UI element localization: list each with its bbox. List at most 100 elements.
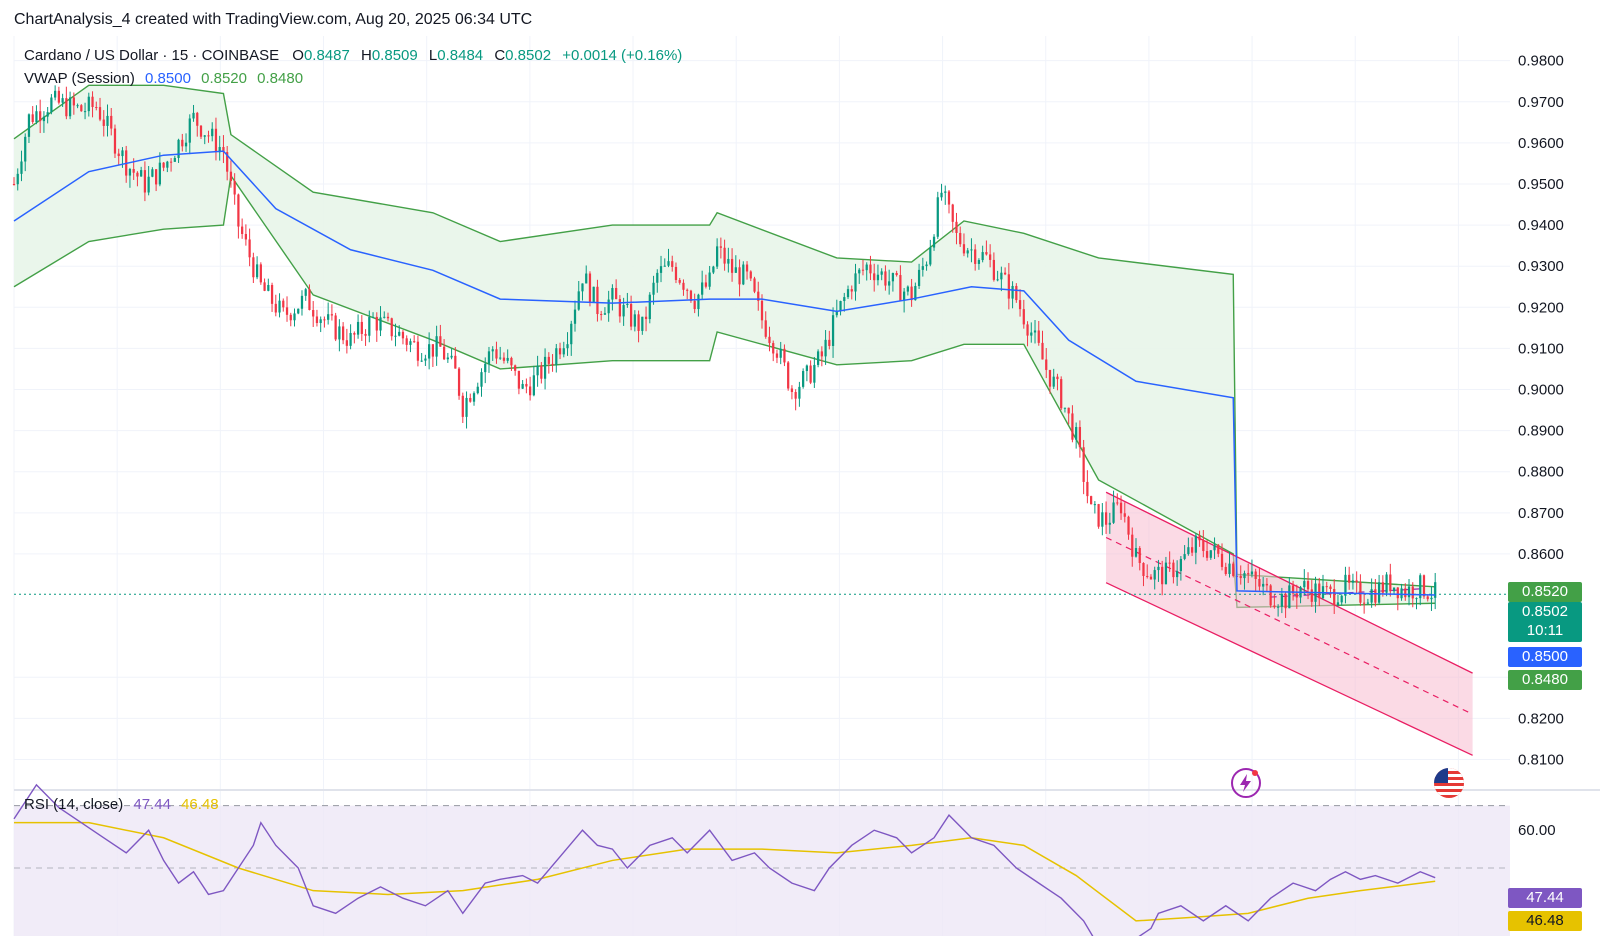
candle-body: [409, 341, 412, 345]
candle-body: [532, 375, 535, 396]
candle-body: [117, 153, 120, 157]
lightning-icon[interactable]: [1231, 768, 1261, 798]
candle-body: [955, 221, 958, 233]
candle-body: [154, 169, 158, 185]
candle-body: [278, 300, 281, 313]
candle-body: [371, 316, 375, 318]
candle-body: [181, 139, 184, 147]
candle-body: [1116, 502, 1119, 504]
candle-body: [136, 172, 139, 177]
candle-body: [1336, 602, 1340, 605]
candle-body: [229, 171, 233, 182]
candle-body: [1056, 376, 1059, 380]
candle-body: [573, 309, 577, 324]
candle-body: [16, 173, 19, 185]
candle-body: [1089, 496, 1093, 505]
candle-body: [899, 275, 902, 301]
candle-body: [951, 204, 954, 222]
candle-body: [1041, 342, 1044, 360]
candle-body: [734, 267, 737, 273]
upper-band-price-label: 0.8520: [1508, 582, 1582, 602]
candle-body: [1138, 548, 1141, 563]
candle-body: [375, 316, 378, 331]
chart-grid: [13, 36, 1600, 936]
candle-body: [1374, 589, 1377, 603]
candle-body: [932, 236, 936, 248]
candle-body: [779, 348, 782, 358]
candle-body: [835, 311, 838, 316]
candle-body: [413, 341, 416, 343]
candle-body: [674, 266, 678, 280]
candle-body: [1033, 330, 1037, 333]
candle-body: [1007, 274, 1010, 299]
candle-body: [570, 323, 573, 345]
candle-body: [1355, 580, 1358, 583]
candle-body: [585, 273, 588, 284]
candle-body: [480, 372, 483, 387]
candle-body: [121, 150, 124, 157]
candle-body: [1142, 562, 1145, 576]
price-axis: 0.9800 0.9700 0.9600 0.9500 0.9400 0.9300 0.92…: [1518, 53, 1564, 840]
candle-body: [128, 168, 132, 176]
candle-body: [1157, 566, 1160, 571]
candle-body: [1213, 544, 1216, 551]
rsi-ma-legend-value: 46.48: [181, 796, 219, 813]
symbol-label[interactable]: Cardano / US Dollar · 15 · COINBASE: [24, 47, 280, 64]
candle-body: [846, 289, 850, 298]
candle-body: [1351, 580, 1355, 583]
candle-body: [1377, 582, 1381, 603]
candle-body: [1205, 551, 1209, 558]
candle-body: [1306, 581, 1310, 590]
candle-body: [600, 314, 603, 316]
vwap-legend[interactable]: VWAP (Session) 0.8500 0.8520 0.8480: [24, 70, 303, 87]
rsi-tick-label: 60.00: [1518, 822, 1556, 839]
candle-body: [353, 333, 356, 335]
candle-body: [1217, 544, 1220, 554]
candle-body: [1280, 594, 1283, 607]
candle-body: [158, 162, 161, 185]
candle-body: [641, 316, 644, 331]
candle-body: [1411, 586, 1414, 599]
candle-body: [435, 336, 438, 357]
candle-body: [753, 278, 756, 292]
candle-body: [637, 314, 640, 331]
candle-body: [1220, 553, 1224, 567]
candle-body: [293, 313, 296, 321]
candle-body: [1291, 585, 1295, 594]
high-value: 0.8509: [371, 47, 418, 64]
vwap-lower-band: [13, 173, 1436, 609]
candle-body: [603, 313, 607, 315]
candle-body: [147, 176, 150, 193]
candle-body: [267, 284, 270, 291]
candle-body: [1168, 562, 1171, 564]
candle-body: [1078, 427, 1082, 448]
candle-body: [1003, 272, 1007, 275]
candle-body: [790, 388, 794, 393]
candle-body: [1075, 427, 1078, 440]
last-price-value: 0.8502: [1522, 603, 1568, 620]
rsi-legend[interactable]: RSI (14, close) 47.44 46.48: [24, 796, 219, 813]
candle-body: [1430, 597, 1433, 600]
candle-body: [622, 305, 625, 317]
candle-body: [1093, 504, 1096, 506]
candle-body: [902, 291, 906, 301]
candle-body: [110, 115, 113, 129]
candle-body: [1045, 359, 1048, 370]
candle-body: [977, 260, 981, 264]
candle-body: [772, 343, 775, 354]
candle-body: [1104, 512, 1108, 525]
candle-body: [214, 128, 218, 153]
candle-body: [1164, 562, 1168, 585]
price-tick-label: 0.8200: [1518, 710, 1564, 727]
candle-body: [1254, 571, 1257, 579]
candle-body: [1348, 574, 1351, 583]
candle-body: [873, 273, 876, 281]
candle-body: [349, 333, 352, 346]
candle-body: [252, 257, 255, 278]
us-flag-icon[interactable]: [1434, 768, 1464, 798]
candle-body: [547, 356, 550, 364]
candle-body: [1052, 376, 1055, 387]
candle-body: [727, 258, 730, 264]
candle-body: [854, 273, 857, 292]
